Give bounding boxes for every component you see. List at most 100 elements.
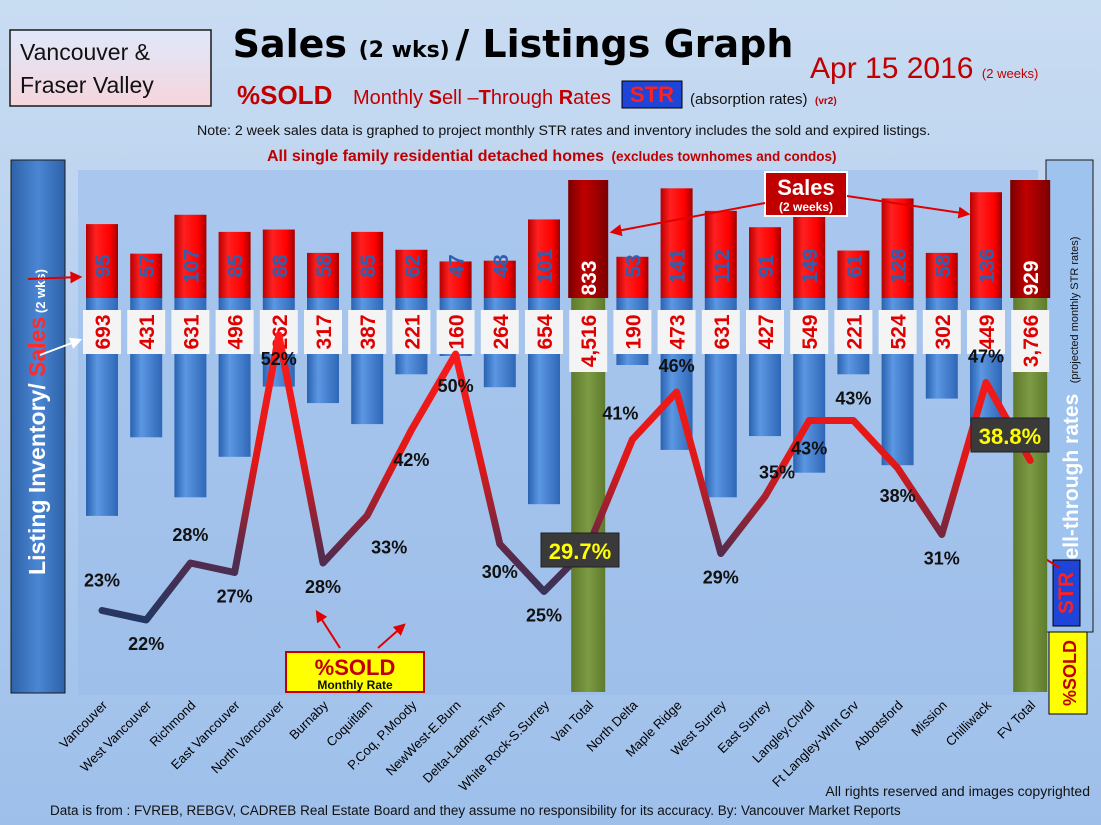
sales-bar-burnaby — [307, 252, 339, 298]
sales-value-north-vancouver: 88 — [269, 254, 292, 278]
inventory-value-chilliwack: 449 — [976, 314, 999, 349]
sales-callout-arrow-left — [609, 202, 766, 237]
inventory-value-mission: 302 — [932, 314, 955, 349]
sales-value-ft-langley-wlnt-grv: 61 — [843, 254, 866, 278]
inventory-label-box-ft-langley-wlnt-grv — [834, 310, 873, 354]
sales-bar-fv-total — [1010, 180, 1051, 298]
inventory-value-east-vancouver: 496 — [225, 314, 248, 349]
region-line-2: Fraser Valley — [20, 72, 154, 98]
str-label-richmond: 28% — [172, 525, 208, 545]
inventory-label-box-mission — [922, 310, 961, 354]
right-axis-box — [1045, 159, 1094, 633]
sales-value-abbotsford: 128 — [888, 248, 911, 283]
inventory-label-box-burnaby — [304, 310, 342, 354]
str-label-p-coq-p-moody: 42% — [393, 450, 429, 470]
str-total-box-van-total — [540, 532, 620, 568]
version-text: (vr2) — [815, 96, 837, 107]
sales-bar-west-surrey — [704, 210, 737, 298]
right-axis-label-main: Sell-through rates — [1060, 394, 1083, 574]
str-label-white-rock-s-surrey: 25% — [526, 606, 562, 626]
inventory-label-box-van-total — [569, 310, 608, 372]
page-title: Sales (2 wks) / Listings Graph — [233, 22, 794, 66]
title-main: Sales — [233, 22, 347, 66]
sold-callout-box — [285, 651, 425, 693]
absorption-label: (absorption rates) (vr2) — [690, 91, 837, 108]
region-line-1: Vancouver & — [20, 39, 150, 65]
inventory-label-box-north-delta — [613, 310, 652, 354]
str-percent-labels: 23% 22% 28% 27% 52% 28% 33% 42% 50% 30% 25% 29.7% 41… — [84, 347, 1050, 654]
title-paren: (2 wks) — [359, 38, 450, 63]
sales-value-vancouver: 95 — [92, 254, 115, 278]
inventory-label-box-chilliwack — [967, 310, 1005, 354]
inventory-label-box-fv-total — [1011, 310, 1050, 372]
inventory-label-box-vancouver — [83, 310, 121, 354]
inventory-label-box-p-coq-p-moody — [392, 310, 431, 354]
inventory-label-box-white-rock-s-surrey — [525, 310, 563, 354]
sold-callout-arrow-right — [377, 623, 406, 649]
sales-bar-p-coq-p-moody — [395, 249, 428, 298]
str-label-north-vancouver: 52% — [261, 349, 297, 369]
inventory-value-west-surrey: 631 — [711, 314, 734, 349]
sales-bar-east-vancouver — [218, 231, 251, 298]
str-label-maple-ridge: 46% — [659, 356, 695, 376]
sales-bar-east-surrey — [749, 227, 781, 298]
str-label-burnaby: 28% — [305, 577, 341, 597]
left-axis-label: Listing Inventory/ Sales (2 wks) — [24, 269, 50, 575]
inventory-value-van-total: 4,516 — [578, 315, 601, 368]
sales-value-delta-ladner-twsn: 48 — [490, 254, 513, 278]
scope-paren: (excludes townhomes and condos) — [611, 149, 836, 164]
subtitle-rate-part-4: hrough — [491, 87, 559, 109]
inventory-value-langley-clvrdl: 549 — [799, 314, 822, 349]
scope-main: All single family residential detached h… — [267, 148, 604, 165]
inventory-label-box-abbotsford — [878, 310, 917, 354]
str-label-vancouver: 23% — [84, 571, 120, 591]
inventory-value-burnaby: 317 — [313, 314, 336, 349]
inventory-value-labels: 693 431 631 496 262 317 387 221 160 264 654 4,516 19… — [83, 310, 1050, 372]
sales-callout-title: Sales — [777, 175, 835, 200]
sales-callout-arrow-right — [846, 195, 971, 219]
inventory-value-white-rock-s-surrey: 654 — [534, 314, 557, 349]
str-line — [98, 331, 1034, 624]
str-label-chilliwack: 47% — [968, 347, 1004, 367]
sales-bar-van-total — [568, 180, 609, 298]
str-label-east-surrey: 35% — [759, 463, 795, 483]
subtitle-rate-part-1: S — [429, 87, 442, 109]
right-sold-badge: %SOLD — [1060, 640, 1080, 706]
inventory-value-west-vancouver: 431 — [136, 314, 159, 349]
sales-value-west-vancouver: 57 — [136, 254, 159, 277]
inventory-label-box-delta-ladner-twsn — [480, 310, 519, 354]
subtitle-rates: Monthly Sell –Through Rates — [353, 87, 611, 109]
str-label-delta-ladner-twsn: 30% — [482, 562, 518, 582]
sales-bar-west-vancouver — [130, 253, 163, 298]
inventory-label-box-west-vancouver — [127, 310, 166, 354]
sold-callout-title: %SOLD — [315, 655, 396, 680]
sales-value-p-coq-p-moody: 62 — [401, 254, 424, 277]
right-axis-label-small: (projected monthly STR rates) — [1069, 237, 1081, 384]
title-rest: / Listings Graph — [455, 22, 793, 66]
note-text: Note: 2 week sales data is graphed to pr… — [197, 123, 930, 139]
inventory-label-box-richmond — [171, 310, 210, 354]
inventory-value-fv-total: 3,766 — [1020, 315, 1043, 368]
scope-text: All single family residential detached h… — [267, 148, 836, 165]
inventory-value-abbotsford: 524 — [888, 314, 911, 349]
inventory-value-p-coq-p-moody: 221 — [401, 314, 424, 349]
left-axis-label-b: Sales — [24, 317, 50, 377]
subtitle-rate-part-0: Monthly — [353, 87, 429, 109]
sales-pointer-arrow — [27, 271, 83, 284]
str-badge: STR — [630, 82, 674, 107]
inventory-value-ft-langley-wlnt-grv: 221 — [843, 314, 866, 349]
sales-value-north-delta: 53 — [622, 254, 645, 277]
str-label-west-surrey: 29% — [703, 568, 739, 588]
sales-value-maple-ridge: 141 — [667, 248, 690, 283]
sales-value-mission: 58 — [932, 254, 955, 278]
date-suffix: (2 weeks) — [982, 66, 1038, 81]
inventory-label-box-east-surrey — [746, 310, 784, 354]
inventory-value-maple-ridge: 473 — [667, 314, 690, 349]
str-label-east-vancouver: 27% — [217, 587, 253, 607]
subtitle-rate-part-3: T — [479, 87, 491, 109]
inventory-value-north-delta: 190 — [622, 314, 645, 349]
sales-value-labels: 95 57 107 85 88 58 85 62 47 48 101 833 53 141 112 91 149… — [92, 248, 1043, 295]
sales-bar-ft-langley-wlnt-grv — [837, 250, 870, 298]
str-label-north-delta: 41% — [602, 404, 638, 424]
